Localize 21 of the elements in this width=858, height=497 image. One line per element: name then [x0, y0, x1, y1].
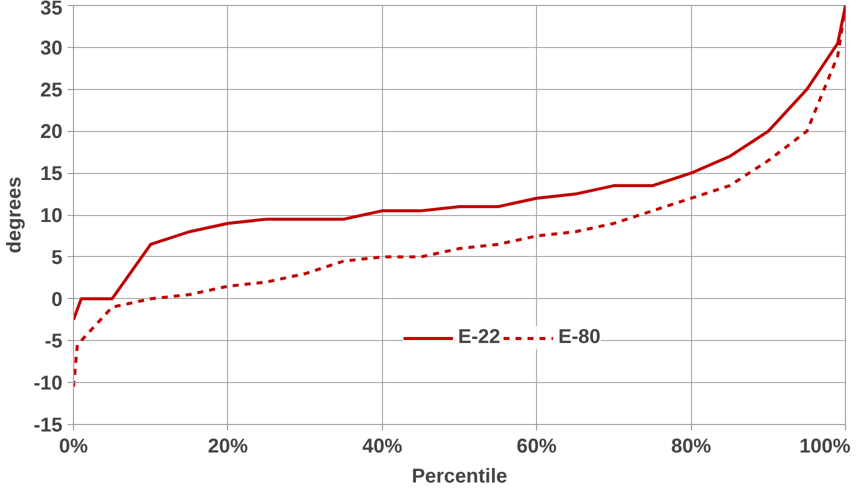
- x-tick-label: 20%: [208, 436, 248, 458]
- y-tick-label: 0: [51, 288, 62, 311]
- y-tick-label: 15: [40, 163, 63, 186]
- x-tick-label: 60%: [516, 436, 557, 458]
- legend-label: E-80: [558, 326, 600, 349]
- x-tick-label: 40%: [362, 436, 403, 458]
- x-tick-label: 80%: [671, 436, 712, 458]
- x-tick-label: 0%: [59, 436, 88, 458]
- y-tick-label: 35: [40, 0, 63, 20]
- y-tick-label: -10: [34, 372, 62, 395]
- x-tick-label: 100%: [799, 436, 851, 458]
- y-tick-label: 30: [40, 37, 63, 60]
- y-tick-label: -5: [44, 330, 63, 353]
- y-axis-title: degrees: [4, 176, 26, 254]
- y-tick-label: 25: [40, 79, 63, 102]
- y-tick-label: 5: [51, 246, 62, 269]
- x-axis-title: Percentile: [412, 466, 508, 488]
- legend-label: E-22: [458, 326, 500, 349]
- y-tick-label: 10: [40, 205, 63, 227]
- y-tick-label: -15: [34, 414, 62, 436]
- y-tick-label: 20: [40, 121, 63, 144]
